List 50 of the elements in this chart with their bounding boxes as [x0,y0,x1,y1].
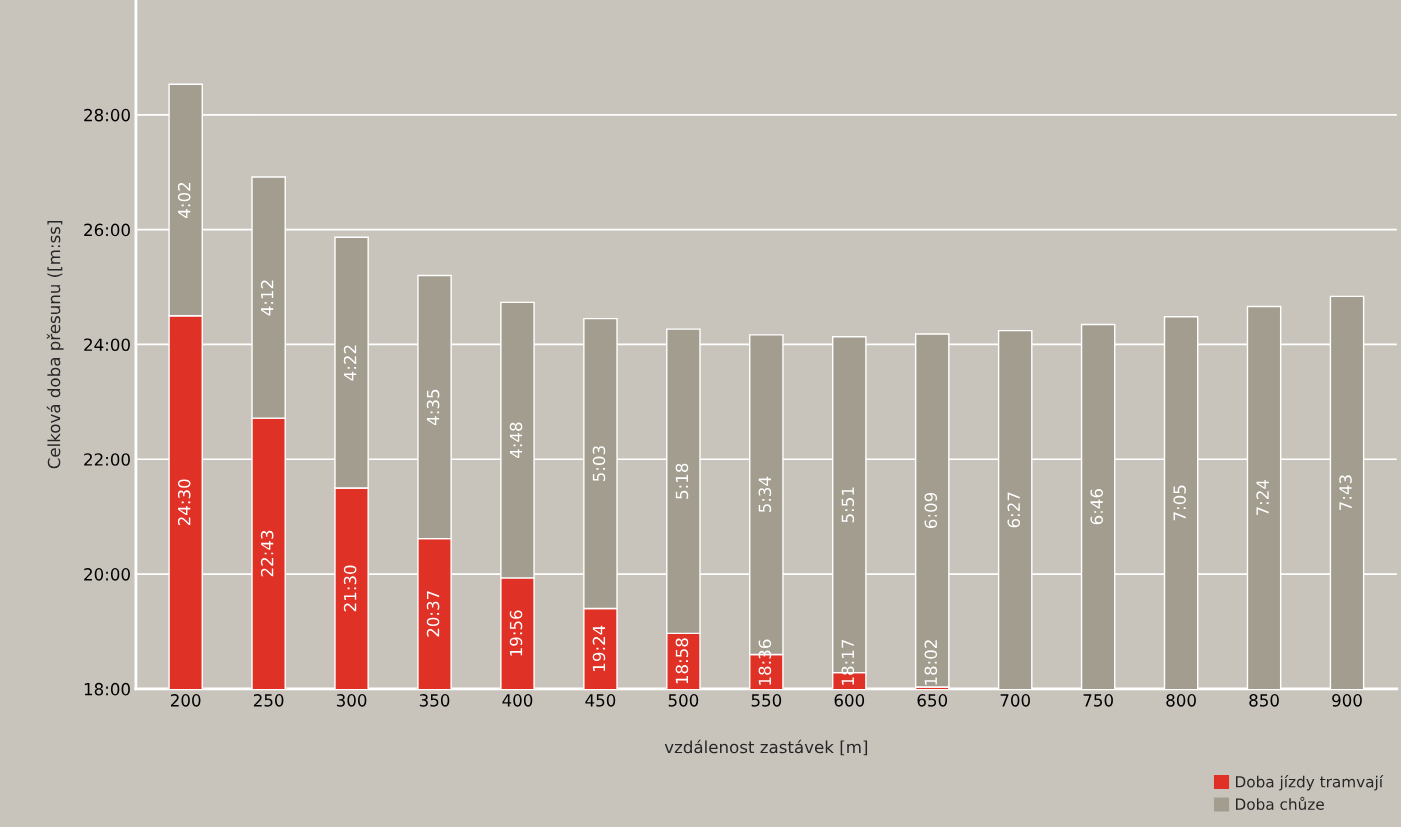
x-tick-label: 500 [668,694,699,707]
data-label: 20:37 [426,591,440,637]
data-label: 21:30 [343,565,357,612]
x-tick-label: 450 [585,694,616,707]
y-tick-label: 22:00 [84,453,130,466]
x-tick-label: 550 [751,694,782,707]
x-tick-label: 900 [1332,694,1362,707]
x-tick-label: 200 [170,694,201,707]
data-label: 6:46 [1090,489,1103,525]
data-label: 7:24 [1256,479,1269,516]
y-tick-label: 18:00 [84,682,130,696]
data-label: 6:27 [1007,492,1021,528]
data-label: 4:35 [426,389,440,425]
data-label: 5:18 [675,463,689,499]
data-label: 18:17 [841,639,855,685]
x-axis-title: vzdálenost zastávek [m] [664,739,868,756]
x-tick-label: 700 [1000,694,1031,707]
x-tick-label: 250 [253,694,284,707]
y-tick-label: 26:00 [84,223,130,237]
data-label: 18:02 [924,640,938,685]
x-tick-label: 650 [917,694,948,707]
x-tick-label: 300 [336,694,367,707]
y-tick-label: 28:00 [84,108,130,122]
data-label: 5:34 [758,476,772,513]
legend-label: Doba jízdy tramvají [1236,775,1384,791]
data-label: 4:12 [260,280,274,316]
x-tick-label: 350 [419,694,450,707]
data-label: 19:56 [509,610,523,656]
data-label: 6:09 [924,492,938,529]
data-label: 5:03 [592,446,606,481]
x-tick-label: 800 [1166,694,1196,707]
x-tick-label: 400 [502,694,533,707]
x-tick-label: 850 [1249,694,1279,707]
data-label: 4:02 [177,182,191,218]
data-label: 22:43 [260,530,274,577]
x-tick-label: 750 [1083,694,1113,707]
x-tick-label: 600 [834,694,865,707]
legend-label: Doba chůze [1236,796,1324,810]
y-axis-title: Celková doba přesunu ([m:ss] [46,221,64,469]
data-label: 5:51 [841,487,855,523]
data-label: 4:48 [509,422,523,459]
data-label: 7:05 [1173,485,1186,521]
data-label: 24:30 [177,479,191,526]
data-label: 18:36 [758,639,772,685]
data-label: 19:24 [592,625,606,671]
y-tick-label: 20:00 [84,568,130,581]
y-tick-label: 24:00 [84,338,130,352]
data-label: 18:58 [675,638,689,684]
data-label: 7:43 [1339,475,1352,510]
data-label: 4:22 [343,345,357,381]
